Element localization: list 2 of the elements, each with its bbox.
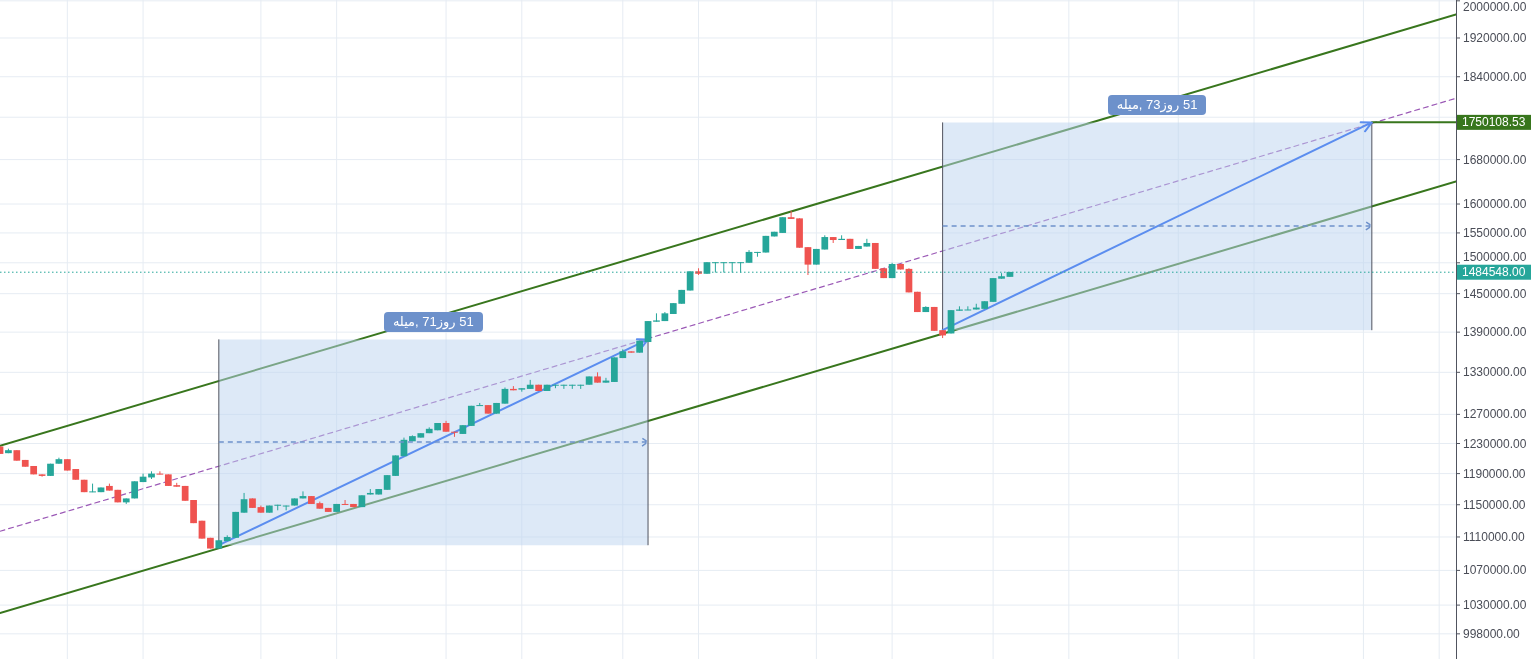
ref-line-label: 1484548.00 bbox=[1462, 265, 1526, 280]
series-label: 1750108.53 bbox=[1462, 115, 1526, 130]
